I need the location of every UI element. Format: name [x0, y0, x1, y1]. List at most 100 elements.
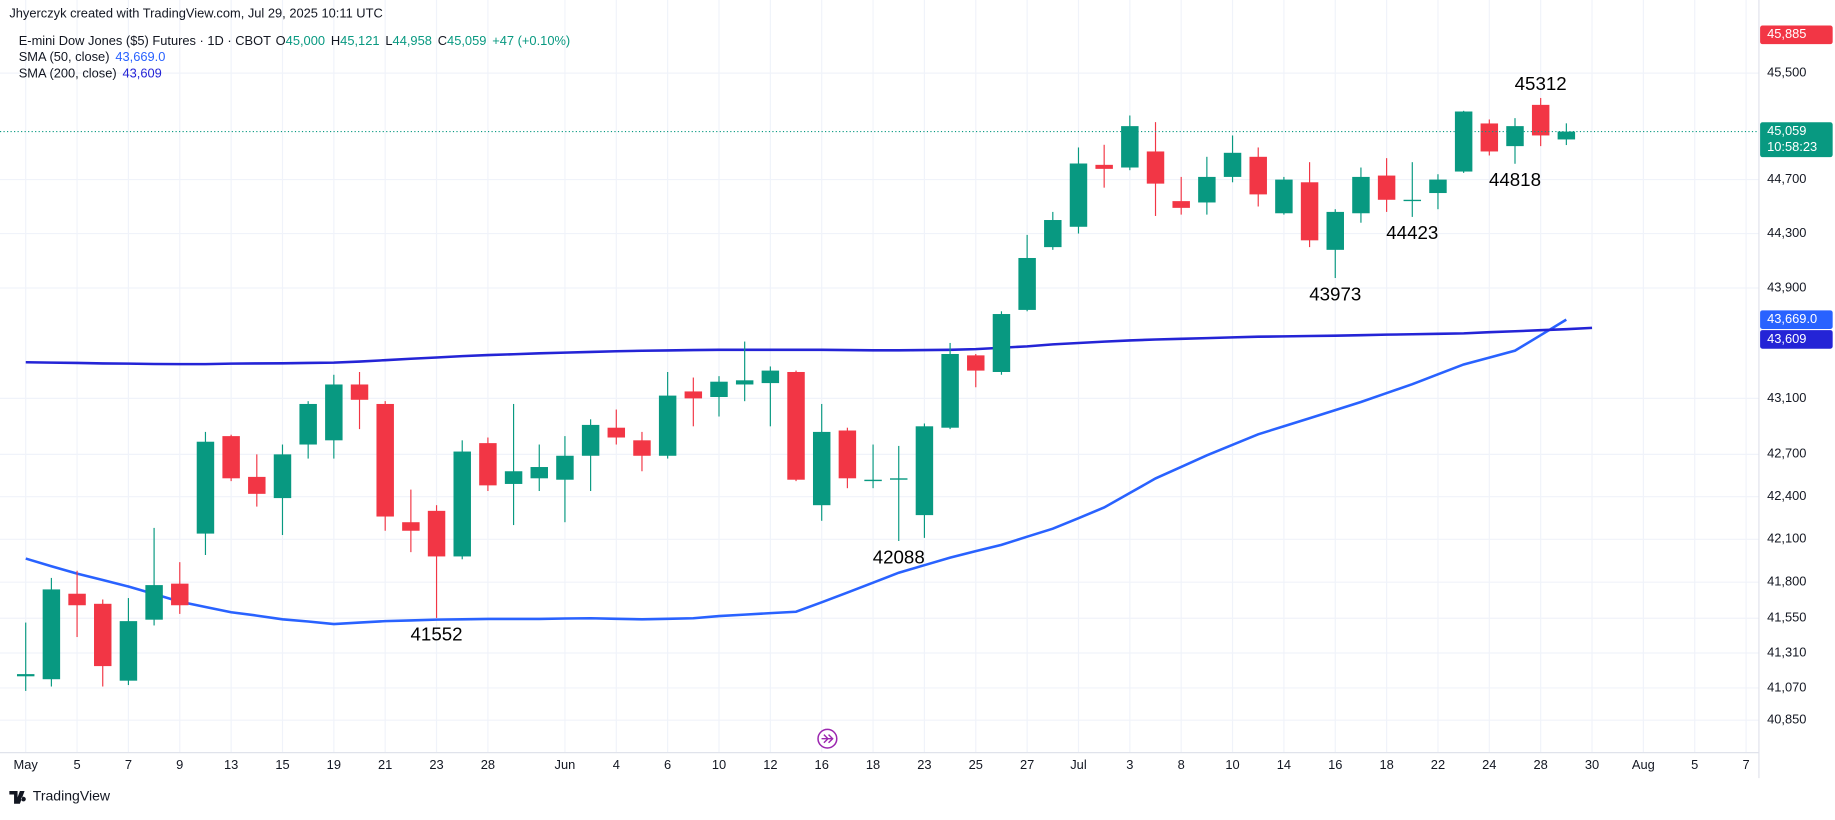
candle-body: [633, 440, 651, 456]
legend-key: C: [438, 33, 447, 48]
y-tick-label: 45,500: [1767, 65, 1806, 80]
legend-change: +47 (+0.10%): [492, 33, 570, 48]
price-label-countdown: 10:58:23: [1767, 139, 1817, 154]
candle-body: [402, 522, 420, 531]
legend-key: L: [385, 33, 392, 48]
x-tick-label: 9: [176, 757, 183, 772]
candle-body: [1300, 182, 1319, 241]
x-tick-label: 21: [378, 757, 392, 772]
candle-body: [504, 471, 523, 484]
x-tick-label: 24: [1482, 757, 1496, 772]
annotation: 44423: [1386, 222, 1438, 243]
series-name: SMA (200, close): [19, 66, 117, 81]
x-tick-label: 10: [1225, 757, 1239, 772]
x-tick-label: 10: [712, 757, 726, 772]
candle-body: [1198, 176, 1216, 203]
x-tick-label: 5: [1691, 757, 1698, 772]
candle-body: [812, 431, 831, 506]
x-tick-label: 30: [1585, 757, 1599, 772]
price-label: 45,059: [1767, 123, 1806, 138]
y-tick-label: 42,400: [1767, 488, 1806, 503]
legend-key: O: [276, 33, 286, 48]
candle-body: [581, 424, 600, 456]
y-tick-label: 42,700: [1767, 446, 1806, 461]
x-tick-label: 28: [1534, 757, 1548, 772]
series-value: 43,609: [123, 66, 162, 81]
y-tick-label: 42,100: [1767, 531, 1806, 546]
footer-brand: TradingView: [33, 788, 111, 804]
x-tick-label: May: [14, 757, 39, 772]
x-tick-label: 22: [1431, 757, 1445, 772]
candle-body: [145, 585, 163, 620]
label-layer: 45,500 44,700 44,300 43,900 43,100 42,700 42,4…: [14, 25, 1833, 772]
annotation: 44818: [1489, 169, 1541, 190]
candle-body: [350, 384, 369, 400]
legend-value: 45,059: [447, 33, 486, 48]
candle-body: [710, 381, 728, 397]
candle-body: [1172, 201, 1190, 208]
y-tick-label: 44,700: [1767, 171, 1806, 186]
price-label: 43,669.0: [1767, 311, 1817, 326]
annotation: 43973: [1309, 283, 1361, 304]
x-tick-label: 6: [664, 757, 671, 772]
candle-body: [1249, 156, 1267, 195]
y-tick-label: 41,550: [1767, 610, 1806, 625]
attribution: Jhyerczyk created with TradingView.com, …: [9, 5, 382, 20]
candle-body: [735, 380, 754, 385]
events-icon-arrow: [821, 734, 834, 744]
x-tick-label: 19: [327, 757, 341, 772]
price-label-box: [1760, 310, 1833, 329]
candle-body: [787, 371, 805, 480]
candle-body: [556, 455, 574, 480]
candle-body: [427, 510, 446, 557]
series-legend: SMA (200, close) 43,609: [19, 66, 162, 81]
candle-body: [1069, 163, 1088, 227]
y-tick-label: 41,310: [1767, 644, 1806, 659]
x-tick-label: 25: [969, 757, 983, 772]
footer-logo[interactable]: TradingView: [9, 788, 111, 804]
candle-body: [658, 395, 677, 456]
candle-body: [1403, 199, 1422, 202]
x-tick-label: 16: [815, 757, 829, 772]
y-tick-label: 41,800: [1767, 574, 1806, 589]
x-tick-label: 28: [481, 757, 495, 772]
candle-body: [42, 589, 61, 680]
x-tick-label: 14: [1277, 757, 1291, 772]
candle-body: [1121, 126, 1139, 168]
annotation: 42088: [873, 546, 925, 567]
candle-body: [684, 391, 703, 399]
sma-line: [25, 326, 1593, 366]
legend-key: H: [331, 33, 340, 48]
y-tick-label: 43,100: [1767, 390, 1806, 405]
candle-body: [325, 384, 343, 441]
price-label: 43,609: [1767, 331, 1806, 346]
x-tick-label: 23: [429, 757, 443, 772]
x-tick-label: 7: [1743, 757, 1750, 772]
x-tick-label: 8: [1178, 757, 1185, 772]
candle-body: [376, 403, 394, 517]
candle-body: [1531, 104, 1550, 136]
candle-body: [1454, 111, 1473, 172]
candle-body: [1146, 151, 1165, 184]
candle-body: [1223, 152, 1242, 177]
x-tick-label: 12: [763, 757, 777, 772]
y-tick-label: 43,900: [1767, 279, 1806, 294]
candle-body: [941, 353, 959, 428]
candle-body: [1326, 211, 1344, 250]
x-tick-label: 23: [917, 757, 931, 772]
x-tick-label: 3: [1126, 757, 1133, 772]
x-tick-label: 13: [224, 757, 238, 772]
candle-body: [1506, 126, 1524, 147]
x-tick-label: 4: [613, 757, 620, 772]
candle-body: [864, 479, 882, 482]
candle-body: [967, 355, 985, 371]
annotation: 41552: [411, 623, 463, 644]
legend-main: E-mini Dow Jones ($5) Futures · 1D · CBO…: [19, 33, 570, 48]
candle-body: [1377, 175, 1396, 200]
price-label-box: [1760, 25, 1833, 45]
x-tick-label: 7: [125, 757, 132, 772]
events-icon[interactable]: [817, 728, 838, 749]
x-tick-label: 18: [866, 757, 880, 772]
candle-body: [1557, 131, 1576, 140]
